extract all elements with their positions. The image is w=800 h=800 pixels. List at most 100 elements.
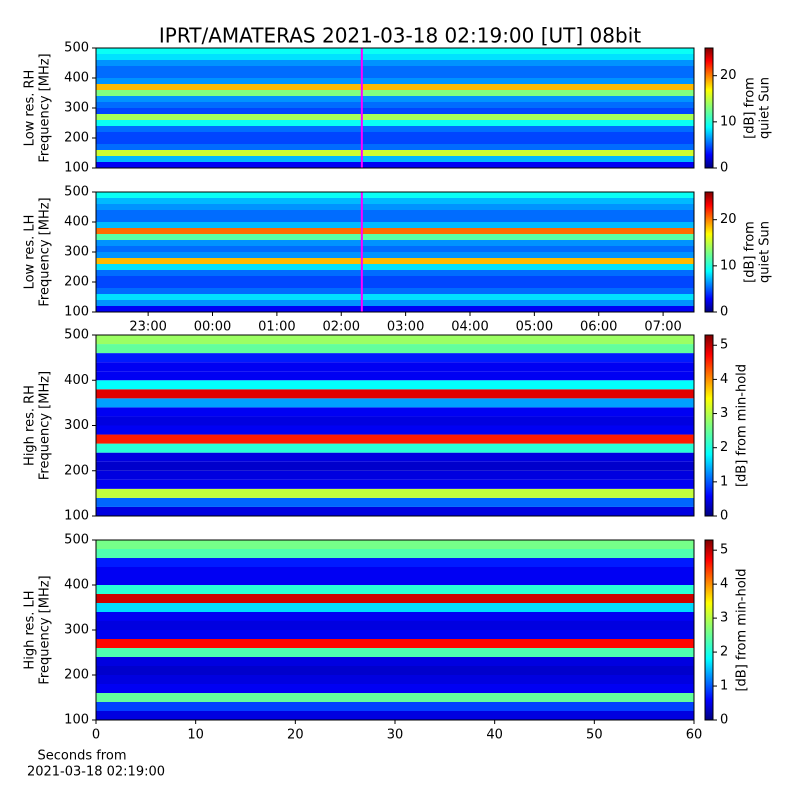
heat-cell bbox=[96, 210, 694, 216]
heat-cell bbox=[96, 461, 694, 471]
y-tick-label: 100 bbox=[64, 305, 89, 320]
y-axis-label: Frequency [MHz] bbox=[38, 371, 53, 480]
y-tick-label: 200 bbox=[64, 463, 89, 478]
colorbar-label: quiet Sun bbox=[758, 221, 773, 283]
heat-cell bbox=[96, 344, 694, 354]
heat-cell bbox=[96, 114, 694, 120]
x-axis-label: 2021-03-18 02:19:00 bbox=[27, 765, 165, 780]
heat-cell bbox=[96, 54, 694, 60]
heat-cell bbox=[96, 96, 694, 102]
y-tick-label: 500 bbox=[64, 533, 89, 548]
heat-cell bbox=[96, 294, 694, 300]
heat-cell bbox=[96, 306, 694, 312]
y-tick-label: 300 bbox=[64, 101, 89, 116]
y-axis-label: Frequency [MHz] bbox=[38, 197, 53, 306]
x-tick-label: 04:00 bbox=[451, 320, 488, 335]
colorbar-tick-label: 0 bbox=[720, 161, 728, 176]
y-tick-label: 400 bbox=[64, 578, 89, 593]
heat-cell bbox=[96, 234, 694, 240]
heat-cell bbox=[96, 240, 694, 246]
colorbar-label: [dB] from min-hold bbox=[735, 364, 750, 487]
colorbar-tick-label: 3 bbox=[720, 406, 728, 421]
heat-cell bbox=[96, 276, 694, 282]
heat-cell bbox=[96, 66, 694, 72]
y-tick-label: 300 bbox=[64, 418, 89, 433]
y-tick-label: 100 bbox=[64, 161, 89, 176]
heat-cell bbox=[96, 567, 694, 576]
heat-cell bbox=[96, 288, 694, 294]
x-tick-label: 05:00 bbox=[516, 320, 553, 335]
heat-cell bbox=[96, 156, 694, 162]
y-tick-label: 300 bbox=[64, 245, 89, 260]
x-tick-label: 0 bbox=[92, 728, 100, 743]
heat-cell bbox=[96, 246, 694, 252]
heat-cell bbox=[96, 434, 694, 444]
colorbar-tick-label: 10 bbox=[720, 114, 737, 129]
heat-cell bbox=[96, 479, 694, 489]
y-axis-label: High res. RH bbox=[23, 385, 38, 466]
heat-cell bbox=[96, 470, 694, 480]
y-axis-label: Frequency [MHz] bbox=[38, 53, 53, 162]
colorbar bbox=[704, 334, 714, 517]
colorbar-tick-label: 4 bbox=[720, 372, 728, 387]
x-axis-label: Seconds from bbox=[37, 749, 126, 764]
heat-cell bbox=[96, 702, 694, 711]
heat-cell bbox=[96, 497, 694, 507]
heat-cell bbox=[96, 666, 694, 675]
x-tick-label: 02:00 bbox=[323, 320, 360, 335]
heat-cell bbox=[96, 335, 694, 345]
heat-cell bbox=[96, 198, 694, 204]
y-tick-label: 400 bbox=[64, 373, 89, 388]
heat-cell bbox=[96, 711, 694, 720]
y-tick-label: 400 bbox=[64, 71, 89, 86]
heat-cell bbox=[96, 612, 694, 621]
colorbar-tick-label: 20 bbox=[720, 212, 737, 227]
colorbar-tick-label: 2 bbox=[720, 440, 728, 455]
y-tick-label: 100 bbox=[64, 509, 89, 524]
x-tick-label: 06:00 bbox=[580, 320, 617, 335]
heat-cell bbox=[96, 657, 694, 666]
heat-cell bbox=[96, 407, 694, 417]
x-tick-label: 60 bbox=[686, 728, 703, 743]
heat-cell bbox=[96, 252, 694, 258]
colorbar-label: [dB] from bbox=[743, 221, 758, 283]
heat-cell bbox=[96, 398, 694, 408]
heat-cell bbox=[96, 204, 694, 210]
y-axis-label: Frequency [MHz] bbox=[38, 575, 53, 684]
heat-cell bbox=[96, 126, 694, 132]
heat-cell bbox=[96, 585, 694, 594]
colorbar bbox=[704, 539, 714, 721]
colorbar-label: [dB] from min-hold bbox=[735, 568, 750, 691]
heat-cell bbox=[96, 264, 694, 270]
colorbar-tick-label: 10 bbox=[720, 258, 737, 273]
y-tick-label: 500 bbox=[64, 328, 89, 343]
colorbar-tick-label: 20 bbox=[720, 68, 737, 83]
heat-cell bbox=[96, 603, 694, 612]
heat-cell bbox=[96, 362, 694, 372]
heat-cell bbox=[96, 150, 694, 156]
heat-cell bbox=[96, 132, 694, 138]
y-axis-label: High res. LH bbox=[23, 590, 38, 669]
heat-cell bbox=[96, 576, 694, 585]
heat-cell bbox=[96, 102, 694, 108]
heat-cell bbox=[96, 84, 694, 90]
heat-cell bbox=[96, 693, 694, 702]
heat-cell bbox=[96, 144, 694, 150]
colorbar-tick-label: 1 bbox=[720, 679, 728, 694]
heat-cell bbox=[96, 452, 694, 462]
x-tick-label: 03:00 bbox=[387, 320, 424, 335]
heat-cell bbox=[96, 162, 694, 168]
heat-cell bbox=[96, 120, 694, 126]
colorbar-tick-label: 2 bbox=[720, 645, 728, 660]
colorbar bbox=[704, 47, 714, 169]
heat-cell bbox=[96, 48, 694, 54]
heat-cell bbox=[96, 78, 694, 84]
colorbar-tick-label: 5 bbox=[720, 543, 728, 558]
heat-cell bbox=[96, 540, 694, 549]
x-tick-label: 20 bbox=[287, 728, 304, 743]
x-tick-label: 50 bbox=[586, 728, 603, 743]
heat-cell bbox=[96, 270, 694, 276]
heat-cell bbox=[96, 684, 694, 693]
heat-cell bbox=[96, 506, 694, 516]
x-tick-label: 07:00 bbox=[644, 320, 681, 335]
